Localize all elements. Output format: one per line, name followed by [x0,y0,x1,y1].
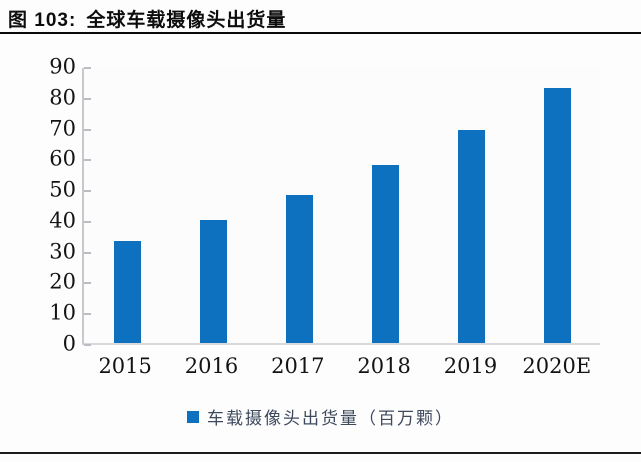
y-tick-label-10: 10 [49,300,76,325]
y-tick-mark-60 [84,159,91,162]
bar-slot-2020E [514,68,600,343]
legend-swatch [187,410,199,423]
x-label-2019: 2019 [443,354,498,378]
y-tick-label-90: 90 [49,54,76,79]
bar-slot-2019 [428,68,514,343]
bar-slot-2016 [170,68,256,343]
bar-2016 [199,219,227,343]
y-tick-label-50: 50 [49,177,76,202]
y-tick-label-20: 20 [49,270,76,295]
y-tick-mark-0 [84,344,91,346]
bar-slot-2018 [342,68,428,343]
bar-slot-2017 [256,68,342,343]
x-label-2015: 2015 [98,354,152,378]
bar-slot-2015 [84,68,170,343]
x-label-2016: 2016 [184,354,239,378]
y-tick-label-60: 60 [49,146,76,171]
bar-2017 [285,195,313,343]
y-tick-label-0: 0 [62,331,76,356]
y-tick-label-40: 40 [49,208,76,233]
y-tick-mark-40 [84,220,91,223]
y-tick-mark-30 [84,251,91,254]
x-label-2018: 2018 [357,354,411,378]
y-tick-label-80: 80 [49,85,76,110]
plot-area [82,68,600,345]
figure-title: 图 103: 全球车载摄像头出货量 [8,5,286,32]
x-label-2020E: 2020E [522,354,592,378]
y-tick-mark-70 [84,128,91,131]
figure-bottom-divider [0,452,641,454]
legend-label: 车载摄像头出货量（百万颗） [207,409,454,429]
title-divider [0,32,641,34]
y-tick-mark-50 [84,190,91,193]
bar-2015 [113,240,141,343]
y-tick-label-70: 70 [49,116,76,141]
bar-2020E [543,87,571,343]
y-tick-mark-20 [84,282,91,285]
bar-2019 [457,130,485,343]
x-label-2017: 2017 [271,354,325,378]
y-tick-mark-80 [84,97,91,100]
y-tick-mark-90 [84,67,91,69]
figure-number-label: 图 103: [8,10,77,31]
x-axis-labels: 2015 2016 2017 2018 2019 2020E [82,354,600,378]
chart-legend: 车载摄像头出货量（百万颗） [0,404,641,429]
figure-title-text: 全球车载摄像头出货量 [86,10,287,31]
y-tick-label-30: 30 [49,239,76,264]
bar-2018 [371,165,399,343]
y-tick-mark-10 [84,313,91,316]
